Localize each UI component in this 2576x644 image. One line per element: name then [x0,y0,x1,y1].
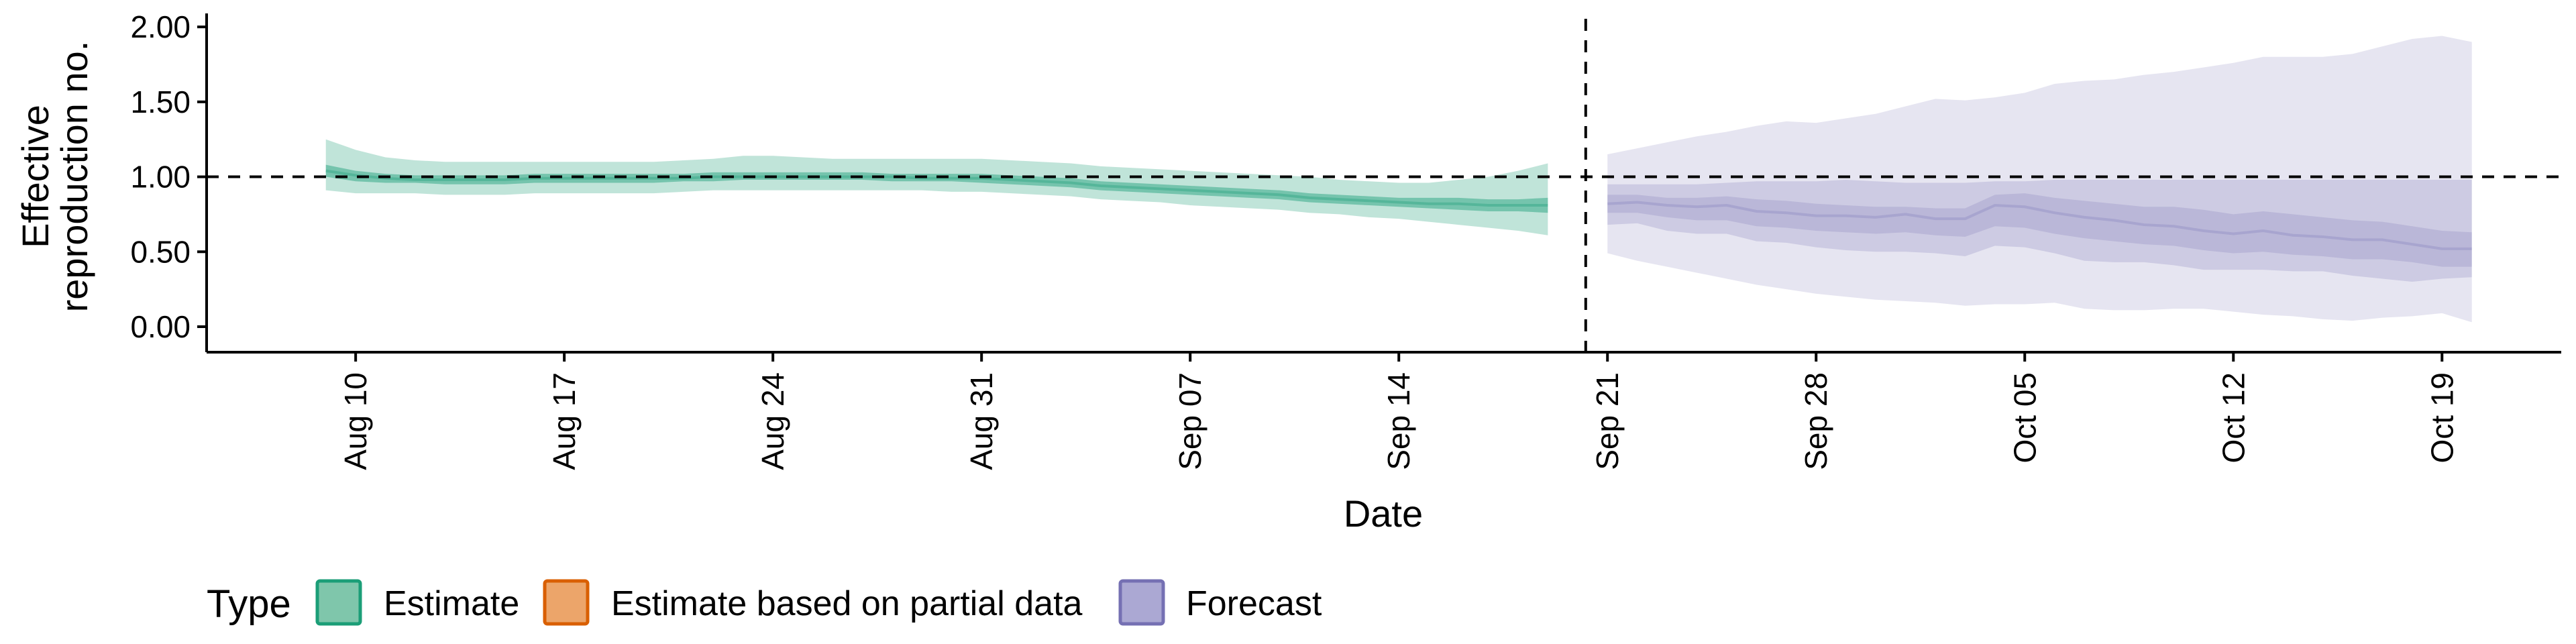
legend-key-forecast [1118,579,1165,626]
x-tick-label: Aug 31 [964,372,999,470]
legend-label-estimate-partial: Estimate based on partial data [611,584,1083,623]
y-axis-title-line-1: Effective [14,105,56,248]
legend-title: Type [207,582,291,626]
estimate-band-90 [325,139,1548,235]
x-axis-title: Date [1344,492,1423,535]
y-tick-label: 0.00 [130,309,191,344]
axes: 0.00 0.50 1.00 1.50 2.00 Aug 10 Aug 17 Aug 24 Au… [130,9,2561,470]
x-tick-label: Oct 19 [2424,372,2459,464]
legend-key-estimate-partial [543,579,590,626]
y-tick-label: 0.50 [130,234,191,269]
x-tick-label: Aug 17 [547,372,582,470]
x-tick-label: Sep 14 [1381,372,1416,470]
y-tick-label: 1.00 [130,160,191,195]
x-tick-label: Oct 12 [2216,372,2251,464]
forecast-median-line [1607,201,2472,250]
forecast-band-90 [1607,36,2472,323]
reference-lines [207,19,2561,352]
legend-label-estimate: Estimate [384,584,519,623]
x-tick-label: Sep 07 [1173,372,1208,470]
x-tick-label: Oct 05 [2007,372,2042,464]
legend-key-estimate [315,579,362,626]
forecast-band-50 [1607,193,2472,267]
y-tick-label: 1.50 [130,85,191,119]
plot-area [325,36,2472,323]
x-tick-label: Sep 21 [1590,372,1625,470]
y-tick-label: 2.00 [130,9,191,44]
x-tick-label: Sep 28 [1799,372,1833,470]
y-axis-title-line-2: reproduction no. [53,41,95,313]
legend-label-forecast: Forecast [1186,584,1322,623]
forecast-band-mid [1607,180,2472,282]
legend: Type Estimate Estimate based on partial … [207,579,1322,626]
x-tick-label: Aug 10 [338,372,373,470]
x-tick-label: Aug 24 [755,372,790,470]
estimate-band-50 [325,164,1548,213]
estimate-median-line [325,169,1548,207]
